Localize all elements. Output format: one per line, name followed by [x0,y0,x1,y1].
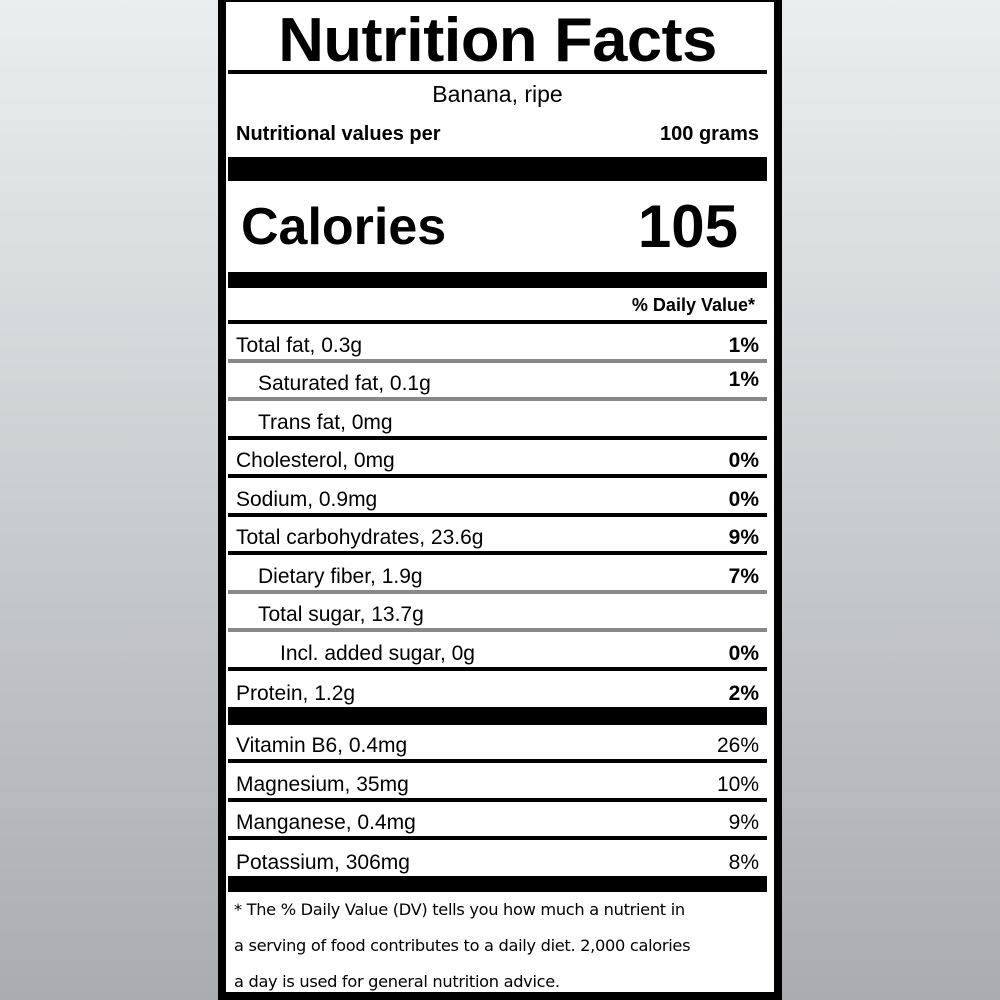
micronutrient-row: Vitamin B6, 0.4mg 26% [228,725,767,763]
thick-divider [228,272,767,288]
calories-value: 105 [637,193,738,260]
label-title: Nutrition Facts [278,6,717,75]
nutrient-label: Total sugar, 13.7g [258,603,424,626]
nutrient-row: Total carbohydrates, 23.6g 9% [228,517,767,555]
footnote-line: a serving of food contributes to a daily… [234,936,691,955]
nutrient-dv: 1% [728,333,759,357]
nutrient-dv: 10% [716,772,759,796]
nutrition-label: Nutrition Facts Banana, ripe Nutritional… [218,0,782,1000]
nutrient-label: Trans fat, 0mg [258,410,393,434]
nutrient-dv: 0% [728,487,759,511]
nutrient-row: Saturated fat, 0.1g 1% [228,363,767,401]
nutrient-row: Cholesterol, 0mg 0% [228,440,767,478]
calories-label: Calories [241,197,447,256]
food-name: Banana, ripe [432,81,563,107]
nutrient-dv: 0% [728,641,759,665]
thick-divider [228,706,767,725]
nutrient-dv: 26% [716,734,759,757]
nutrient-label: Magnesium, 35mg [236,772,409,796]
micronutrient-row: Potassium, 306mg 8% [228,840,767,876]
nutrient-label: Manganese, 0.4mg [236,811,416,834]
nutrient-row: Incl. added sugar, 0g 0% [228,632,767,671]
footnote-line: a day is used for general nutrition advi… [234,972,560,991]
nutrient-row: Trans fat, 0mg [228,401,767,440]
nutrient-label: Dietary fiber, 1.9g [258,564,423,588]
nutrient-dv: 8% [728,851,759,874]
daily-value-header: % Daily Value* [631,295,755,315]
nutrient-row: Dietary fiber, 1.9g 7% [228,555,767,594]
nutrient-dv: 7% [728,564,759,588]
nutrient-label: Potassium, 306mg [236,851,410,874]
nutrient-label: Sodium, 0.9mg [236,487,378,511]
micronutrient-row: Magnesium, 35mg 10% [228,763,767,802]
nutrient-row: Sodium, 0.9mg 0% [228,478,767,517]
nutrient-label: Total carbohydrates, 23.6g [236,526,484,549]
nutrient-row: Total fat, 0.3g 1% [228,324,767,363]
nutrient-label: Incl. added sugar, 0g [280,641,475,665]
nutrient-row: Protein, 1.2g 2% [228,671,767,707]
divider [228,320,767,324]
nutrient-row: Total sugar, 13.7g [228,594,767,632]
serving-amount: 100 grams [660,123,759,145]
serving-label: Nutritional values per [236,123,441,145]
thick-divider [228,157,767,181]
footnote: * The % Daily Value (DV) tells you how m… [228,892,767,1000]
micronutrient-row: Manganese, 0.4mg 9% [228,802,767,840]
calories-row: Calories 105 [228,181,767,272]
nutrient-dv: 1% [728,368,759,391]
nutrient-label: Saturated fat, 0.1g [258,372,431,395]
nutrient-label: Total fat, 0.3g [236,333,363,357]
thick-divider [228,876,767,892]
nutrient-dv: 2% [728,681,759,705]
footnote-line: * The % Daily Value (DV) tells you how m… [234,900,685,919]
nutrient-label: Protein, 1.2g [236,681,356,705]
serving-row: Nutritional values per 100 grams [228,114,767,157]
nutrient-dv: 9% [728,526,759,549]
nutrient-dv: 9% [728,811,759,834]
divider [228,70,767,74]
nutrient-label: Cholesterol, 0mg [236,449,395,472]
nutrient-label: Vitamin B6, 0.4mg [236,734,408,757]
nutrient-dv: 0% [728,449,759,472]
